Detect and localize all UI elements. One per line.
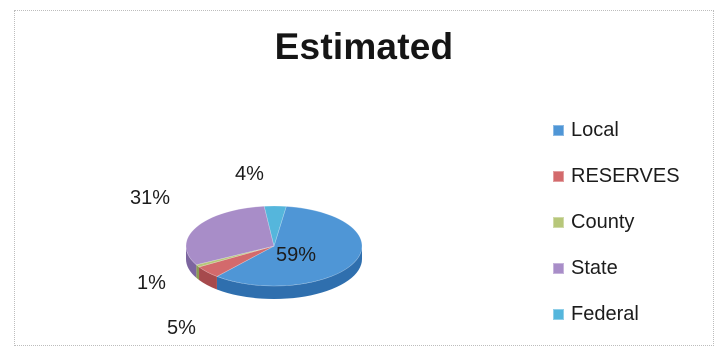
legend-item-local: Local (553, 117, 619, 143)
chart-title: Estimated (274, 26, 454, 67)
legend-swatch-federal (553, 308, 564, 320)
legend-label-state: State (571, 256, 618, 279)
data-label-state: 31% (130, 187, 171, 209)
data-label-reserves: 5% (167, 317, 196, 339)
legend-swatch-county (553, 216, 564, 228)
pie-top (185, 205, 363, 287)
legend-label-local: Local (571, 118, 619, 141)
pie-slice-reserves (198, 245, 275, 277)
legend-label-county: County (571, 210, 635, 233)
pie-slice-federal (263, 205, 287, 248)
data-label-local: 59% (276, 244, 317, 266)
legend-item-county: County (553, 209, 634, 235)
data-label-county: 1% (137, 272, 166, 294)
legend-item-state: State (553, 255, 618, 281)
legend-swatch-local (553, 124, 564, 136)
legend-item-federal: Federal (553, 301, 639, 327)
chart-frame (14, 10, 714, 346)
pie-slice-local (216, 206, 363, 287)
legend-swatch-reserves (553, 170, 564, 182)
pie-side-county (196, 264, 200, 280)
legend-label-reserves: RESERVES (571, 164, 680, 187)
legend-swatch-state (553, 262, 564, 274)
pie-slice-state (185, 205, 275, 266)
pie-side-reserves (199, 266, 217, 290)
pie-sides (186, 246, 362, 300)
legend-item-reserves: RESERVES (553, 163, 680, 189)
pie-side-local (216, 246, 362, 300)
legend-label-federal: Federal (571, 302, 639, 325)
pie-slice-county (195, 245, 275, 268)
pie-side-state (186, 246, 197, 278)
data-label-federal: 4% (235, 163, 264, 185)
